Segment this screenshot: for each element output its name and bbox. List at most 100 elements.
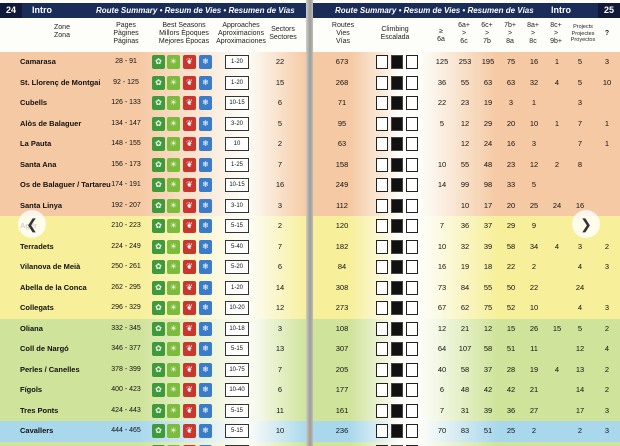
grade-count xyxy=(433,442,451,446)
climbing-style-icons xyxy=(376,55,420,69)
spring-season-icon: ✿ xyxy=(152,75,165,90)
col-grade3-header: 6c+ > 7b xyxy=(481,22,493,45)
col-pages-header: Pages Pàgines Páginas xyxy=(113,22,139,45)
grade-count: 2 xyxy=(604,241,610,251)
right-table-row: 84 16 19 18 22 2 4 3 xyxy=(313,257,620,278)
zone-pages: 92 - 125 xyxy=(113,78,139,86)
grade-count: 3 xyxy=(531,139,537,148)
next-page-button[interactable]: ❯ xyxy=(572,210,600,238)
grade-count: 12 xyxy=(437,323,447,333)
right-table-row: 673 125 253 195 75 16 1 5 3 xyxy=(313,52,620,73)
right-table-row: 177 6 48 42 42 21 14 2 xyxy=(313,380,620,401)
zone-pages: 28 - 91 xyxy=(115,58,137,65)
winter-season-icon: ❄ xyxy=(199,301,212,315)
overhang-icon xyxy=(406,342,418,356)
spring-season-icon: ✿ xyxy=(152,342,165,356)
zone-pages: 346 - 377 xyxy=(111,345,141,352)
col-grade2-header: 6a+ > 6c xyxy=(458,22,470,45)
grade-count: 29 xyxy=(483,118,493,128)
climbing-style-icons xyxy=(376,260,420,274)
summer-season-icon: ☀ xyxy=(167,116,180,131)
grade-count: 36 xyxy=(506,405,516,415)
summer-season-icon: ☀ xyxy=(167,321,180,336)
grade-count: 3 xyxy=(604,57,610,66)
grade-count: 19 xyxy=(529,364,539,374)
grade-count xyxy=(598,196,616,217)
autumn-season-icon: ❦ xyxy=(183,239,196,254)
climbing-style-icons xyxy=(376,75,420,90)
approach-time-badge: 10 xyxy=(225,137,249,151)
autumn-season-icon: ❦ xyxy=(183,75,196,90)
winter-season-icon: ❄ xyxy=(199,424,212,438)
grade-count: 99 xyxy=(460,180,470,189)
grade-count: 3 xyxy=(604,426,610,435)
route-count: 158 xyxy=(335,159,349,169)
grade-count xyxy=(548,278,566,299)
summer-season-icon: ☀ xyxy=(167,444,180,446)
sectors-count: 13 xyxy=(275,344,285,353)
grade-count xyxy=(548,339,566,360)
grade-count: 19 xyxy=(460,262,470,271)
left-table-row: Os de Balaguer / Tartareu 174 - 191 ✿ ☀ … xyxy=(0,175,308,196)
summer-season-icon: ☀ xyxy=(167,362,180,377)
overhang-icon xyxy=(406,178,418,192)
grade-count: 14 xyxy=(575,385,585,394)
zone-name: Perles / Canelles xyxy=(20,364,80,374)
route-count: 307 xyxy=(335,344,349,353)
climbing-style-icons xyxy=(376,362,420,377)
winter-season-icon: ❄ xyxy=(199,137,212,151)
right-table-row: 205 40 58 37 28 19 4 13 2 xyxy=(313,359,620,380)
grade-count: 1 xyxy=(531,98,537,107)
book-gutter xyxy=(306,0,315,446)
climbing-style-icons xyxy=(376,178,420,192)
grade-count: 22 xyxy=(437,98,447,107)
slab-icon xyxy=(376,198,388,213)
overhang-icon xyxy=(406,424,418,438)
grade-count: 8 xyxy=(577,159,583,169)
left-section-title: Intro xyxy=(32,5,52,15)
vertical-icon xyxy=(391,280,403,295)
left-table-row: La Pauta 148 - 155 ✿ ☀ ❦ ❄ 10 2 xyxy=(0,134,308,155)
grade-count: 7 xyxy=(439,405,445,415)
grade-count: 63 xyxy=(483,77,493,87)
zone-name: Os de Balaguer / Tartareu xyxy=(20,180,111,189)
grade-count: 3 xyxy=(577,241,583,251)
grade-count: 4 xyxy=(554,77,560,87)
zone-pages: 466 - 469 xyxy=(106,442,146,446)
summer-season-icon: ☀ xyxy=(167,424,180,438)
sectors-count: 6 xyxy=(277,262,283,271)
grade-count xyxy=(598,93,616,114)
spring-season-icon: ✿ xyxy=(152,301,165,315)
grade-count: 58 xyxy=(506,241,516,251)
route-count: 108 xyxy=(335,323,349,333)
season-icons: ✿ ☀ ❦ ❄ xyxy=(152,55,214,69)
prev-page-button[interactable]: ❮ xyxy=(18,210,46,238)
left-page-header: 24 Intro Route Summary • Resum de Vies •… xyxy=(0,3,308,18)
winter-season-icon: ❄ xyxy=(199,219,212,233)
grade-count: 20 xyxy=(506,200,516,210)
vertical-icon xyxy=(391,116,403,131)
route-count: 182 xyxy=(335,241,349,251)
grade-count: 40 xyxy=(437,364,447,374)
summer-season-icon: ☀ xyxy=(167,157,180,172)
right-table-row: 308 73 84 55 50 22 24 xyxy=(313,277,620,299)
grade-count: 12 xyxy=(460,139,470,148)
grade-count: 6 xyxy=(439,385,445,394)
winter-season-icon: ❄ xyxy=(199,260,212,274)
autumn-season-icon: ❦ xyxy=(183,403,196,418)
overhang-icon xyxy=(406,137,418,151)
zone-pages: 210 - 223 xyxy=(111,222,141,229)
right-table-row: 63 12 24 16 3 7 1 xyxy=(313,134,620,155)
slab-icon xyxy=(376,383,388,397)
sectors-count: 5 xyxy=(277,118,283,128)
vertical-icon xyxy=(391,198,403,213)
grade-count: 10 xyxy=(602,77,612,87)
grade-count: 18 xyxy=(483,262,493,271)
col-grade4-header: 7b+ > 8a xyxy=(504,22,516,45)
col-approaches-header: Approaches Aproximacions Aproximaciones xyxy=(216,22,266,45)
right-section-title: Intro xyxy=(551,5,571,15)
grade-count: 42 xyxy=(506,385,516,394)
slab-icon xyxy=(376,260,388,274)
grade-count: 31 xyxy=(460,405,470,415)
autumn-season-icon: ❦ xyxy=(183,362,196,377)
